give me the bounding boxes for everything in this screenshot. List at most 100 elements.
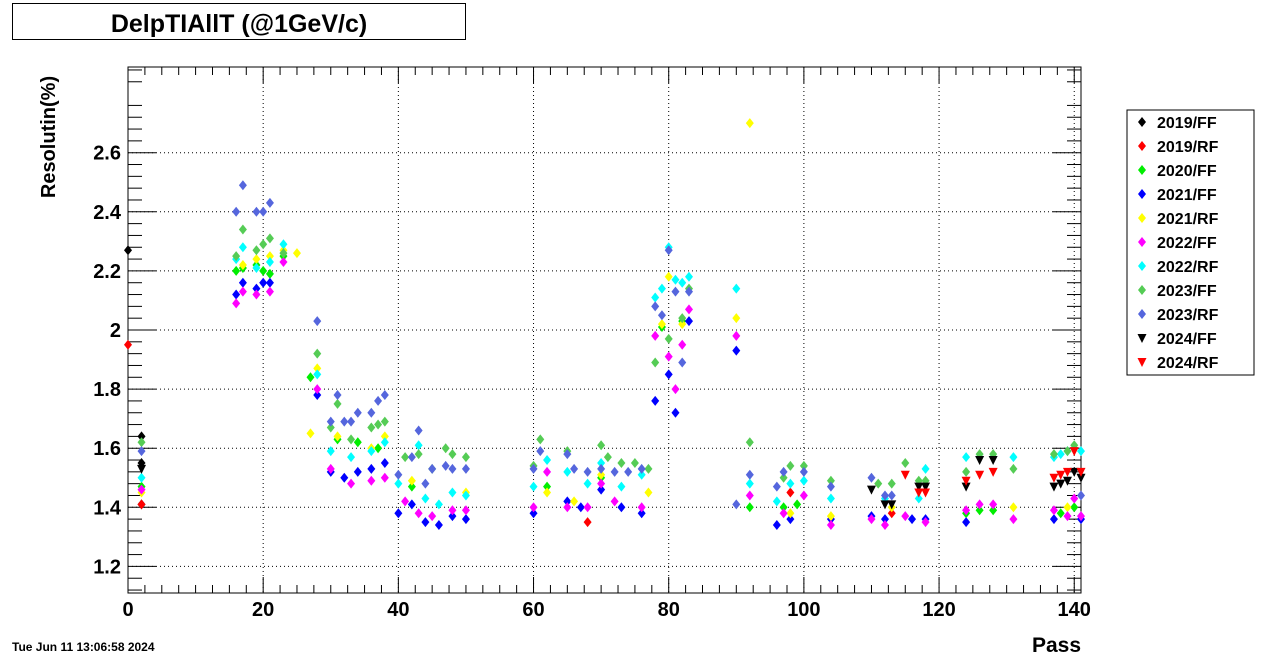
data-point <box>651 357 660 368</box>
x-tick-label: 60 <box>522 599 544 621</box>
data-point <box>448 487 457 498</box>
data-point <box>630 457 639 468</box>
y-tick-label: 1.2 <box>93 556 121 578</box>
data-point <box>367 407 376 418</box>
data-point <box>1056 508 1065 519</box>
data-point <box>563 502 572 513</box>
data-point <box>799 466 808 477</box>
data-point <box>617 502 626 513</box>
x-tick-label: 20 <box>252 599 274 621</box>
data-point <box>326 416 335 427</box>
data-point <box>448 449 457 460</box>
legend-marker <box>1138 309 1146 319</box>
data-point <box>786 514 795 525</box>
data-point <box>887 508 896 519</box>
y-tick-label: 2 <box>110 320 121 342</box>
data-point <box>1063 511 1072 522</box>
data-point <box>434 520 443 531</box>
legend-label: 2024/FF <box>1157 331 1217 348</box>
legend: 2019/FF 2019/RF 2020/FF 2021/FF 2021/RF 2022/… <box>1126 109 1255 376</box>
x-tick-label: 120 <box>922 599 955 621</box>
data-point <box>407 475 416 486</box>
data-point <box>583 478 592 489</box>
data-point <box>799 460 808 471</box>
data-point <box>576 502 585 513</box>
data-point <box>543 481 552 492</box>
data-point <box>252 254 261 265</box>
data-point <box>1077 490 1085 501</box>
data-point <box>137 472 146 483</box>
data-point <box>347 416 356 427</box>
series-2020-ff <box>137 251 1079 519</box>
data-point <box>1009 502 1018 513</box>
data-point <box>401 452 410 463</box>
data-point <box>380 390 389 401</box>
data-point <box>232 298 241 309</box>
data-point <box>394 478 403 489</box>
data-point <box>1056 449 1065 460</box>
data-point <box>232 265 241 276</box>
data-point <box>265 257 274 268</box>
data-point <box>1063 446 1072 457</box>
series-2022-rf <box>137 239 1085 510</box>
data-point <box>1056 479 1066 489</box>
data-point <box>401 496 410 507</box>
data-point <box>238 259 247 270</box>
data-point <box>1062 476 1072 486</box>
data-point <box>867 472 876 483</box>
data-point <box>799 475 808 486</box>
data-point <box>921 488 931 498</box>
data-point <box>961 482 971 492</box>
data-point <box>975 499 984 510</box>
data-point <box>367 422 376 433</box>
legend-label: 2023/FF <box>1157 283 1217 300</box>
data-point <box>394 508 403 519</box>
data-point <box>1076 473 1086 483</box>
data-point <box>313 316 322 327</box>
legend-item: 2020/FF <box>1138 163 1217 180</box>
data-point <box>279 248 288 259</box>
x-tick-label: 0 <box>122 599 133 621</box>
data-point <box>637 502 646 513</box>
data-point <box>684 271 693 282</box>
data-point <box>1049 473 1059 483</box>
y-tick-label: 1.8 <box>93 379 121 401</box>
data-point <box>1049 482 1059 492</box>
data-point <box>651 301 660 312</box>
data-point <box>529 508 538 519</box>
data-point <box>340 416 349 427</box>
data-point <box>543 455 552 466</box>
data-point <box>1077 511 1085 522</box>
data-point <box>989 505 998 516</box>
data-point <box>664 271 673 282</box>
data-point <box>1070 502 1079 513</box>
legend-label: 2021/FF <box>1157 187 1217 204</box>
data-point <box>414 449 423 460</box>
data-point <box>1009 514 1018 525</box>
data-point <box>610 496 619 507</box>
data-point <box>664 351 673 362</box>
data-point <box>914 488 924 498</box>
data-point <box>745 478 754 489</box>
data-point <box>347 434 356 445</box>
legend-label: 2024/RF <box>1157 355 1219 372</box>
data-point <box>441 443 450 454</box>
legend-marker <box>1137 358 1147 367</box>
data-point <box>684 316 693 327</box>
legend-item: 2021/RF <box>1138 211 1219 228</box>
data-point <box>428 463 437 474</box>
data-point <box>529 463 538 474</box>
data-point <box>421 478 430 489</box>
data-point <box>664 369 673 380</box>
data-point <box>137 437 146 448</box>
axis-ticks <box>127 67 1081 593</box>
data-point <box>340 472 349 483</box>
data-point <box>826 481 835 492</box>
data-point <box>617 457 626 468</box>
legend-label: 2022/RF <box>1157 259 1219 276</box>
data-point <box>779 502 788 513</box>
data-point <box>407 481 416 492</box>
data-point <box>259 239 268 250</box>
y-axis-label: Resolutin(%) <box>38 76 60 198</box>
data-point <box>799 490 808 501</box>
